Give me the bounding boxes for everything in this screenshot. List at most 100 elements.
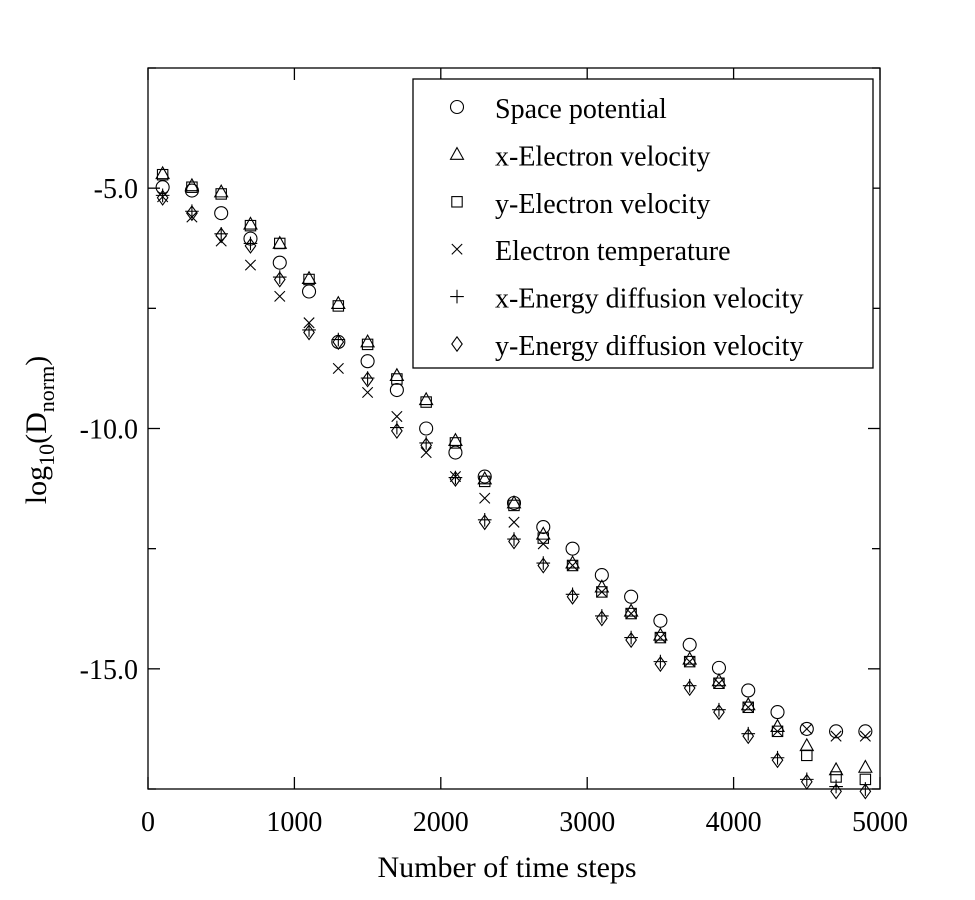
data-point (332, 300, 345, 312)
y-axis-label: log10(Dnorm) (20, 356, 59, 504)
legend-entry (451, 243, 463, 255)
series-square (156, 168, 872, 786)
data-point (361, 338, 374, 351)
data-point (186, 205, 198, 222)
data-point (360, 334, 376, 348)
data-point (654, 632, 666, 644)
data-point (418, 391, 434, 406)
data-point (244, 237, 257, 254)
data-point (801, 749, 813, 762)
data-point (595, 610, 608, 627)
data-point (389, 367, 405, 382)
data-point (684, 656, 696, 668)
data-point (303, 324, 315, 341)
legend-entry (451, 196, 463, 208)
series-diamond (156, 189, 872, 800)
data-point (713, 677, 725, 689)
x-tick-label: 5000 (852, 807, 908, 838)
data-point (566, 588, 579, 605)
data-point (771, 725, 784, 737)
data-markers (155, 165, 873, 800)
data-point (654, 655, 667, 673)
data-point (186, 181, 198, 193)
data-point (713, 677, 725, 690)
data-point (477, 469, 492, 484)
legend-marker (451, 196, 463, 208)
legend-marker (449, 146, 465, 160)
data-point (303, 317, 315, 329)
data-point (332, 362, 344, 375)
y-axis-label-sub2: norm (34, 366, 59, 412)
data-point (770, 705, 785, 720)
y-axis-label-close: ) (20, 356, 53, 366)
data-point (857, 759, 873, 773)
legend-label: y-Electron velocity (495, 189, 710, 220)
data-point (389, 382, 404, 398)
legend-entry (449, 99, 465, 115)
data-point (215, 227, 228, 244)
data-point (420, 396, 432, 408)
data-point (301, 284, 317, 299)
data-point (828, 761, 844, 776)
legend-label: Electron temperature (495, 236, 731, 267)
data-point (508, 499, 520, 512)
data-point (799, 721, 814, 736)
data-point (361, 371, 374, 388)
data-point (449, 470, 462, 488)
x-tick-label: 0 (141, 807, 155, 838)
legend-label: x-Electron velocity (495, 141, 710, 172)
x-tick-label: 2000 (413, 807, 469, 838)
data-point (654, 631, 667, 644)
data-point (301, 270, 317, 284)
x-tick-label: 4000 (706, 807, 762, 838)
data-point (683, 679, 696, 697)
legend-marker (451, 243, 463, 255)
data-point (508, 533, 520, 550)
data-point (244, 219, 257, 232)
legend-marker (449, 99, 465, 115)
data-point (215, 188, 227, 200)
data-point (711, 660, 727, 675)
y-tick-label: -10.0 (80, 415, 138, 446)
x-tick-label: 3000 (559, 807, 615, 838)
data-point (184, 177, 200, 192)
data-point (477, 471, 493, 485)
data-point (244, 259, 257, 271)
data-point (801, 723, 813, 735)
data-point (478, 514, 491, 531)
data-point (213, 184, 229, 198)
data-point (391, 410, 403, 423)
legend-entry (450, 289, 464, 304)
data-point (596, 586, 608, 598)
data-point (859, 730, 871, 742)
data-point (800, 773, 813, 790)
data-point (508, 516, 520, 528)
data-point (214, 206, 229, 221)
data-point (566, 559, 579, 572)
legend-entry (451, 335, 463, 353)
legend-marker (450, 289, 464, 304)
y-tick-label: -5.0 (94, 174, 138, 205)
legend-box (412, 78, 874, 369)
data-point (479, 492, 491, 504)
data-point (536, 519, 551, 535)
data-point (566, 559, 579, 572)
x-axis-label: Number of time steps (377, 851, 636, 884)
data-point (537, 557, 550, 574)
data-point (330, 295, 346, 309)
data-point (449, 437, 462, 449)
data-point (273, 271, 286, 288)
data-point (594, 568, 609, 583)
data-point (799, 737, 815, 752)
y-axis-label-sub: 10 (34, 444, 59, 466)
data-point (859, 783, 872, 800)
data-point (565, 541, 580, 556)
data-point (624, 589, 639, 604)
data-point (274, 290, 286, 302)
data-point (858, 724, 873, 739)
data-point (625, 631, 638, 649)
y-axis-label-open: (D (20, 412, 53, 444)
data-point (243, 216, 258, 230)
data-point (596, 586, 608, 598)
